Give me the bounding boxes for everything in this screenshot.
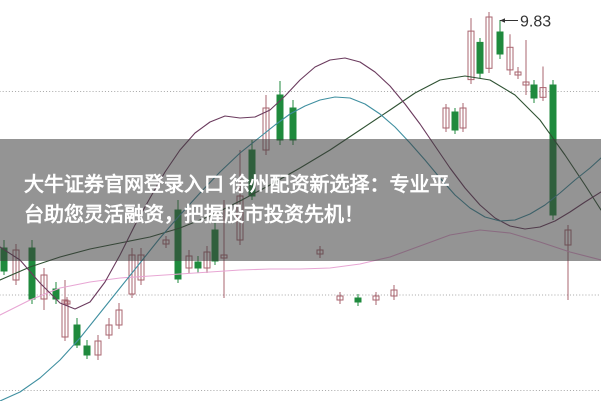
svg-text:9.83: 9.83 (520, 14, 551, 31)
